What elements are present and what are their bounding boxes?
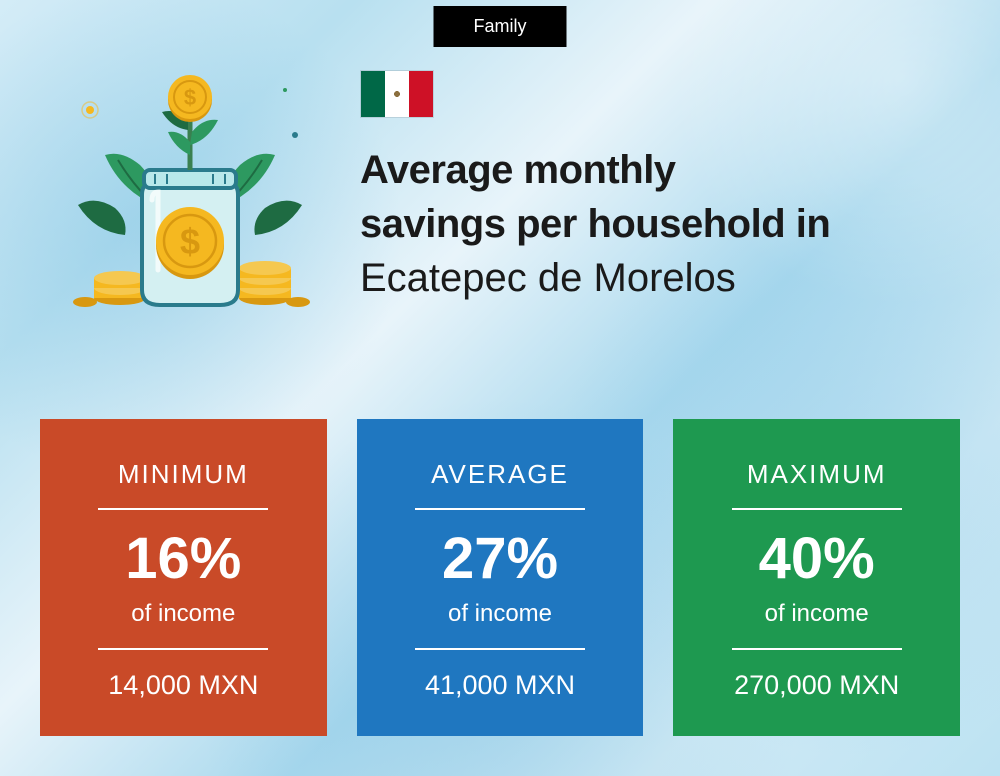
card-subtext: of income (387, 600, 614, 628)
card-divider (415, 508, 585, 510)
card-divider (732, 648, 902, 650)
card-subtext: of income (70, 600, 297, 628)
stat-card-average: AVERAGE 27% of income 41,000 MXN (357, 419, 644, 736)
card-divider (98, 508, 268, 510)
header-section: $ $ Average monthly savings per househol… (60, 60, 940, 320)
flag-emblem-icon (390, 87, 404, 101)
stat-cards-row: MINIMUM 16% of income 14,000 MXN AVERAGE… (40, 419, 960, 736)
title-line-2: savings per household in (360, 197, 940, 251)
card-amount: 14,000 MXN (70, 670, 297, 701)
card-percent: 27% (387, 530, 614, 588)
card-divider (415, 648, 585, 650)
card-divider (98, 648, 268, 650)
card-divider (732, 508, 902, 510)
stat-card-maximum: MAXIMUM 40% of income 270,000 MXN (673, 419, 960, 736)
flag-stripe-red (409, 71, 433, 117)
card-label: AVERAGE (387, 459, 614, 490)
svg-text:$: $ (180, 221, 200, 262)
card-amount: 270,000 MXN (703, 670, 930, 701)
card-amount: 41,000 MXN (387, 670, 614, 701)
flag-stripe-white (385, 71, 409, 117)
stat-card-minimum: MINIMUM 16% of income 14,000 MXN (40, 419, 327, 736)
card-percent: 16% (70, 530, 297, 588)
card-label: MINIMUM (70, 459, 297, 490)
title-block: Average monthly savings per household in… (360, 60, 940, 305)
card-label: MAXIMUM (703, 459, 930, 490)
card-subtext: of income (703, 600, 930, 628)
flag-stripe-green (361, 71, 385, 117)
title-location: Ecatepec de Morelos (360, 251, 940, 305)
category-label: Family (474, 16, 527, 36)
card-percent: 40% (703, 530, 930, 588)
category-tag: Family (434, 6, 567, 47)
mexico-flag-icon (360, 70, 434, 118)
svg-text:$: $ (184, 85, 196, 110)
savings-jar-illustration: $ $ (60, 60, 320, 320)
title-line-1: Average monthly (360, 143, 940, 197)
